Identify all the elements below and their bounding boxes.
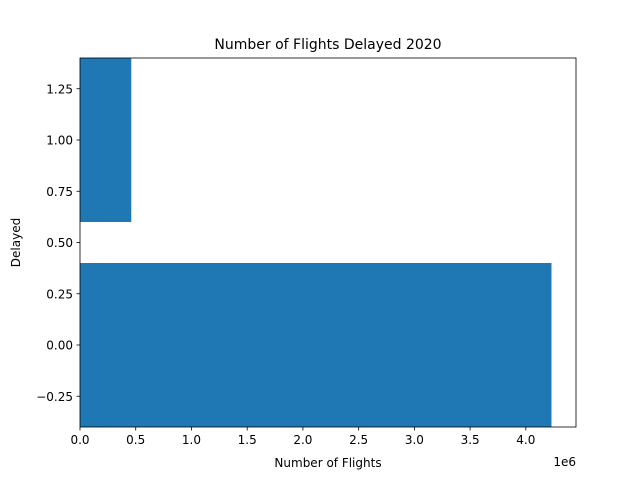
x-tick-label: 1.0 — [182, 433, 201, 447]
x-tick-label: 2.5 — [349, 433, 368, 447]
y-tick-label: 0.75 — [46, 185, 73, 199]
y-tick-label: −0.25 — [36, 390, 73, 404]
y-axis-label: Delayed — [9, 218, 23, 267]
bar-delayed-0 — [80, 263, 552, 427]
y-axis-ticks: −0.25 0.00 0.25 0.50 0.75 1.00 1.25 — [36, 82, 80, 404]
y-tick-label: 0.50 — [46, 236, 73, 250]
x-tick-label: 3.0 — [405, 433, 424, 447]
bars-group — [80, 58, 552, 427]
chart-title: Number of Flights Delayed 2020 — [214, 37, 441, 53]
x-tick-label: 4.0 — [516, 433, 535, 447]
x-tick-label: 3.5 — [461, 433, 480, 447]
bar-delayed-1 — [80, 58, 132, 222]
x-axis-offset-label: 1e6 — [553, 455, 576, 469]
y-tick-label: 1.00 — [46, 134, 73, 148]
y-tick-label: 0.25 — [46, 287, 73, 301]
x-tick-label: 0.0 — [70, 433, 89, 447]
y-tick-label: 0.00 — [46, 339, 73, 353]
x-tick-label: 1.5 — [238, 433, 257, 447]
x-tick-label: 0.5 — [126, 433, 145, 447]
x-tick-label: 2.0 — [293, 433, 312, 447]
x-axis-ticks: 0.0 0.5 1.0 1.5 2.0 2.5 3.0 3.5 4.0 — [70, 427, 535, 447]
y-tick-label: 1.25 — [46, 82, 73, 96]
x-axis-label: Number of Flights — [274, 456, 381, 470]
